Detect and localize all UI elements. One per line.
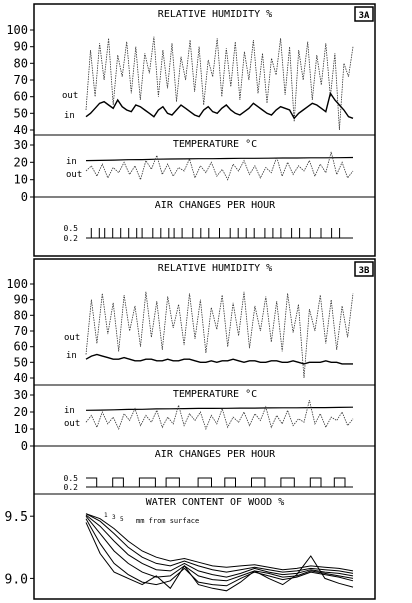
y-tick-label: 90	[14, 293, 28, 307]
badge-box	[354, 261, 374, 277]
y-tick-label: 90	[14, 40, 28, 54]
y-tick-label: 20	[14, 405, 28, 419]
frame-top-figure	[33, 3, 376, 257]
series-in-line	[85, 353, 353, 365]
y-tick-label: 0	[21, 190, 28, 204]
y-tick-label: 10	[14, 422, 28, 436]
title-ach-b: AIR CHANGES PER HOUR	[155, 449, 276, 460]
series-out-line	[85, 400, 354, 431]
series-label-out: out	[62, 91, 78, 101]
wood-depth-line	[85, 518, 354, 587]
badge-3a: 3A	[359, 11, 370, 21]
y-tick-label: 9.0	[5, 572, 28, 587]
y-tick-label: 50	[14, 106, 28, 120]
series-in-line	[85, 406, 354, 411]
y-tick-label: 70	[14, 73, 28, 87]
y-tick-label: 50	[14, 355, 28, 369]
series-label-in: in	[66, 351, 77, 361]
y-tick-label: 10	[14, 173, 28, 187]
series-label-out: out	[64, 419, 80, 429]
wood-depth-line	[85, 515, 354, 582]
series-out-line	[85, 36, 354, 131]
badge-box	[354, 6, 374, 22]
y-tick-label: 70	[14, 324, 28, 338]
series-label-out: out	[66, 170, 82, 180]
y-tick-label: 80	[14, 308, 28, 322]
title-temp-a: TEMPERATURE °C	[173, 139, 257, 150]
y-tick-label: 30	[14, 138, 28, 152]
depth-label: 5	[120, 516, 124, 523]
title-ach-a: AIR CHANGES PER HOUR	[155, 200, 276, 211]
wood-depth-line	[85, 514, 354, 578]
y-tick-label: 20	[14, 155, 28, 169]
ach-tick-label: 0.5	[64, 474, 79, 483]
series-in-line	[85, 91, 354, 120]
title-wood: WATER CONTENT OF WOOD %	[146, 497, 284, 508]
wood-depth-line	[85, 522, 354, 592]
y-tick-label: 9.5	[5, 510, 28, 525]
y-tick-label: 40	[14, 123, 28, 137]
badge-3b: 3B	[359, 266, 370, 276]
ach-step-line	[86, 477, 353, 488]
wood-annotation: mm from surface	[136, 517, 199, 525]
series-label-in: in	[64, 111, 75, 121]
title-rh-b: RELATIVE HUMIDITY %	[158, 263, 272, 274]
depth-label: 3	[112, 514, 116, 521]
wood-depth-line	[85, 513, 354, 574]
title-temp-b: TEMPERATURE °C	[173, 389, 257, 400]
y-tick-label: 100	[6, 23, 28, 37]
frame-bottom-figure	[33, 258, 376, 600]
ach-tick-label: 0.5	[64, 224, 79, 233]
y-tick-label: 60	[14, 340, 28, 354]
depth-label: 1	[104, 512, 108, 519]
y-tick-label: 0	[21, 439, 28, 453]
ach-tick-label: 0.2	[64, 234, 79, 243]
y-tick-label: 60	[14, 90, 28, 104]
series-in-line	[85, 156, 354, 162]
title-rh-a: RELATIVE HUMIDITY %	[158, 9, 272, 20]
wood-depth-line	[85, 513, 354, 572]
series-out-line	[85, 291, 354, 379]
series-label-in: in	[66, 157, 77, 167]
y-tick-label: 80	[14, 56, 28, 70]
series-label-in: in	[64, 406, 75, 416]
y-tick-label: 40	[14, 371, 28, 385]
y-tick-label: 30	[14, 388, 28, 402]
series-out-line	[85, 151, 354, 181]
series-label-out: out	[64, 333, 80, 343]
y-tick-label: 100	[6, 277, 28, 291]
ach-tick-label: 0.2	[64, 483, 79, 492]
